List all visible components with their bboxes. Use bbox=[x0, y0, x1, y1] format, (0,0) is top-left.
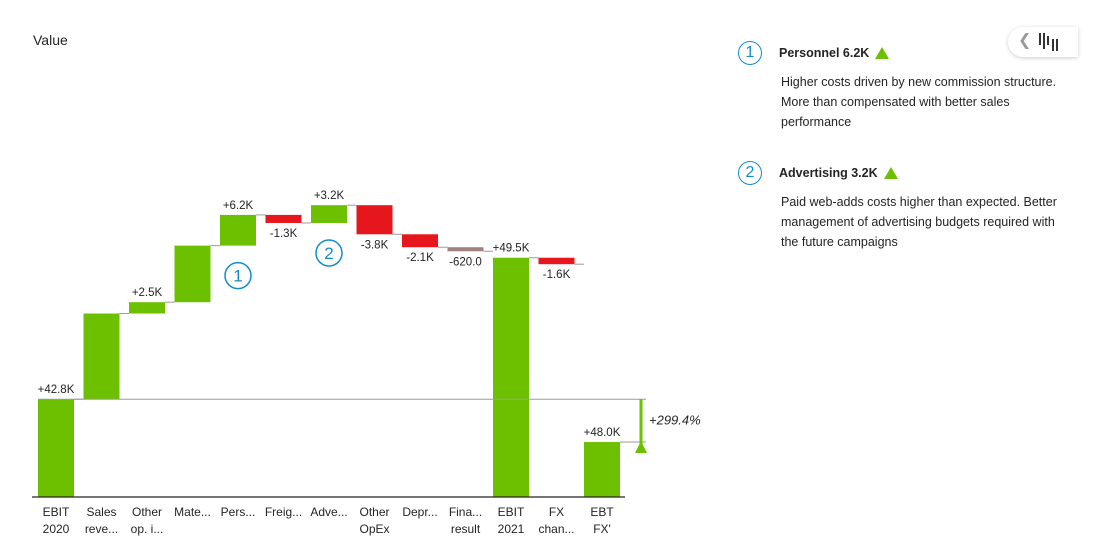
category-label: Fina... bbox=[449, 505, 482, 519]
data-label: -620.0 bbox=[449, 256, 482, 268]
bar-2 bbox=[83, 313, 120, 400]
increase-triangle-icon bbox=[875, 47, 890, 59]
chart-title: Value bbox=[33, 32, 68, 48]
category-label: Mate... bbox=[174, 505, 211, 519]
category-label: EBT bbox=[590, 505, 614, 519]
category-label: result bbox=[451, 522, 481, 536]
bar-4 bbox=[174, 245, 211, 303]
data-label: +2.5K bbox=[132, 287, 163, 299]
bars-icon[interactable] bbox=[1038, 32, 1062, 52]
category-label: reve... bbox=[85, 522, 118, 536]
visual-toolbar[interactable]: ❮ bbox=[1008, 27, 1078, 57]
chevron-left-icon[interactable]: ❮ bbox=[1018, 32, 1032, 49]
category-label: OpEx bbox=[359, 522, 389, 536]
note-number-badge: 2 bbox=[738, 161, 762, 185]
data-label: -1.3K bbox=[270, 228, 298, 240]
bar-12 bbox=[538, 257, 575, 265]
note-title: Advertising 3.2K bbox=[779, 166, 878, 180]
category-label: FX' bbox=[593, 522, 611, 536]
bar-1 bbox=[38, 399, 74, 497]
note-body: Paid web-adds costs higher than expected… bbox=[781, 195, 1057, 249]
callout-badge bbox=[224, 261, 252, 290]
bar-5 bbox=[220, 214, 256, 246]
data-label: +3.2K bbox=[314, 190, 345, 202]
category-label: Freig... bbox=[265, 505, 302, 519]
category-label: FX bbox=[549, 505, 564, 519]
bar-9 bbox=[402, 234, 438, 248]
data-label: +49.5K bbox=[493, 243, 530, 255]
category-label: 2020 bbox=[43, 522, 70, 536]
note-title: Personnel 6.2K bbox=[779, 46, 870, 60]
total-delta-label: +299.4% bbox=[649, 413, 701, 428]
category-label: Other bbox=[132, 505, 162, 519]
bar-6 bbox=[265, 214, 302, 223]
data-label: -2.1K bbox=[406, 252, 434, 264]
category-label: Pers... bbox=[221, 505, 256, 519]
bar-13 bbox=[584, 442, 620, 497]
bar-3 bbox=[129, 302, 165, 314]
category-label: Adve... bbox=[310, 505, 347, 519]
category-label: EBIT bbox=[43, 505, 70, 519]
callout-badge bbox=[315, 239, 343, 267]
bar-7 bbox=[311, 205, 347, 223]
callout-number: 1 bbox=[233, 267, 242, 286]
increase-triangle-icon bbox=[883, 167, 898, 179]
category-label: 2021 bbox=[498, 522, 525, 536]
data-label: +42.8K bbox=[38, 384, 75, 396]
data-label: -3.8K bbox=[361, 239, 389, 251]
data-label: +6.2K bbox=[223, 200, 254, 212]
category-label: chan... bbox=[538, 522, 574, 536]
note-body: Higher costs driven by new commission st… bbox=[781, 75, 1057, 129]
data-label: -1.6K bbox=[543, 269, 571, 281]
category-label: Depr... bbox=[402, 505, 437, 519]
delta-arrow-head bbox=[635, 441, 647, 454]
note-advertising: 2 Advertising 3.2K Paid web-adds costs h… bbox=[738, 160, 1057, 252]
category-label: Sales bbox=[86, 505, 116, 519]
note-personnel: 1 Personnel 6.2K Higher costs driven by … bbox=[738, 40, 1056, 132]
callout-number: 2 bbox=[324, 244, 333, 263]
bar-8 bbox=[356, 205, 393, 235]
category-label: Other bbox=[359, 505, 389, 519]
bar-10 bbox=[447, 247, 484, 252]
category-label: EBIT bbox=[498, 505, 525, 519]
note-number-badge: 1 bbox=[738, 41, 762, 65]
data-label: +48.0K bbox=[584, 427, 621, 439]
category-label: op. i... bbox=[131, 522, 164, 536]
bar-11 bbox=[493, 257, 529, 497]
